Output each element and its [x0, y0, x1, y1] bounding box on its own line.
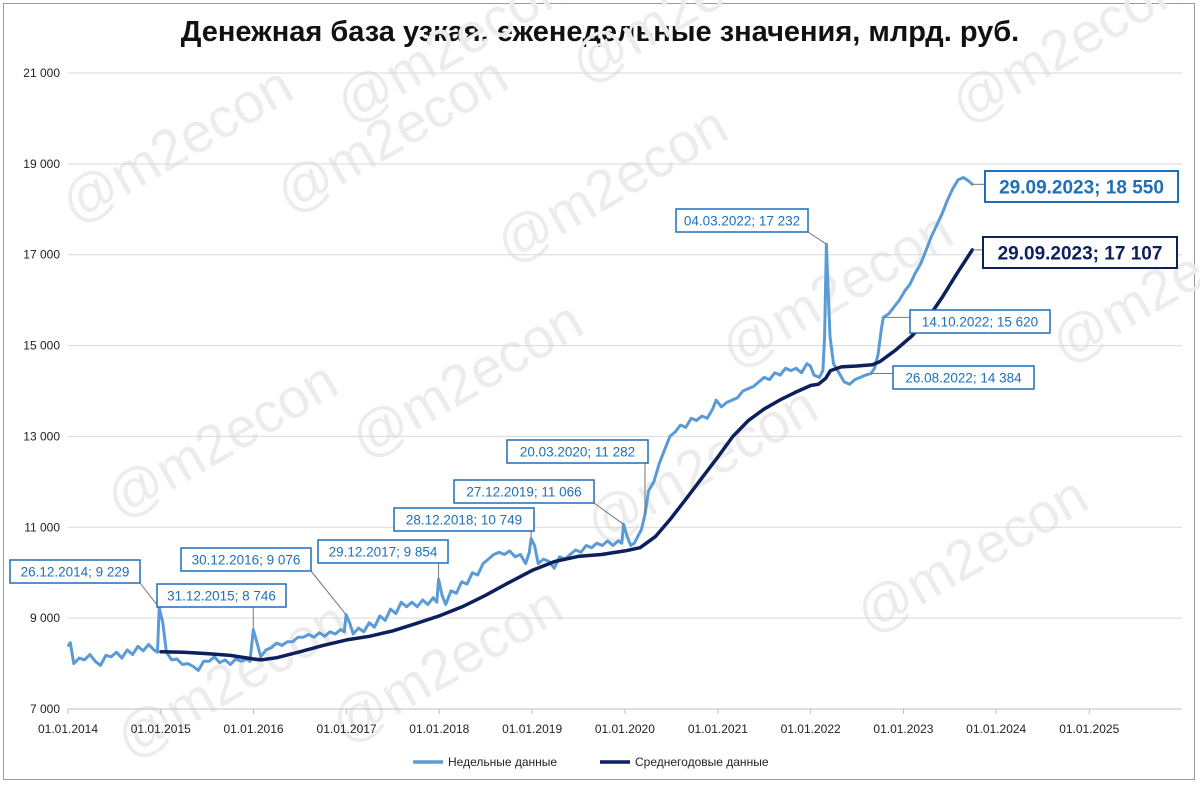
x-tick-label: 01.01.2021	[688, 722, 748, 736]
annotation-leader	[139, 582, 160, 609]
x-tick-label: 01.01.2017	[317, 722, 377, 736]
annotation-box	[982, 236, 1178, 269]
y-tick-label: 7 000	[30, 702, 60, 716]
annotation-box	[9, 559, 141, 584]
watermark-text: @m2econ	[1040, 193, 1200, 376]
series-line-weekly	[67, 176, 974, 672]
y-tick-label: 9 000	[30, 611, 60, 625]
x-tick-label: 01.01.2019	[502, 722, 562, 736]
x-tick-label: 01.01.2022	[781, 722, 841, 736]
x-tick-label: 01.01.2016	[224, 722, 284, 736]
annotation-label: 26.08.2022; 14 384	[905, 370, 1022, 385]
y-tick-label: 13 000	[23, 429, 60, 443]
annotation-box	[453, 479, 595, 504]
x-tick-label: 01.01.2024	[966, 722, 1026, 736]
watermark-text: @m2econ	[940, 0, 1193, 135]
annotation-label: 29.12.2017; 9 854	[329, 544, 438, 559]
x-tick-label: 01.01.2020	[595, 722, 655, 736]
x-tick-label: 01.01.2014	[38, 722, 98, 736]
annotation-box	[180, 547, 312, 572]
annotation-label: 29.09.2023; 17 107	[998, 243, 1163, 264]
annotation-label: 31.12.2015; 8 746	[167, 588, 276, 603]
annotation-leader	[807, 231, 827, 245]
x-tick-label: 01.01.2023	[873, 722, 933, 736]
chart-title: Денежная база узкая, еженедельные значен…	[180, 16, 1020, 48]
annotation-box	[393, 507, 535, 532]
y-tick-label: 17 000	[23, 248, 60, 262]
watermark-text: @m2econ	[560, 0, 813, 95]
x-tick-label: 01.01.2025	[1059, 722, 1119, 736]
y-tick-label: 11 000	[24, 520, 60, 534]
watermark-text: @m2econ	[95, 348, 348, 531]
y-tick-label: 21 000	[23, 66, 60, 80]
annotation-label: 27.12.2019; 11 066	[466, 484, 581, 499]
annotation-box	[317, 539, 449, 564]
watermark-text: @m2econ	[485, 93, 738, 276]
annotation-box	[909, 309, 1051, 334]
annotation-label: 04.03.2022; 17 232	[684, 213, 800, 228]
annotation-box	[892, 365, 1035, 390]
y-tick-label: 19 000	[23, 157, 60, 171]
y-tick-label: 15 000	[23, 339, 60, 353]
annotation-label: 29.09.2023; 18 550	[999, 177, 1164, 198]
annotation-leader	[310, 570, 347, 616]
annotation-label: 14.10.2022; 15 620	[922, 314, 1038, 329]
watermark-text: @m2econ	[105, 588, 358, 771]
annotation-box	[675, 208, 809, 233]
x-tick-label: 01.01.2018	[409, 722, 469, 736]
legend-label: Недельные данные	[448, 755, 557, 769]
x-tick-label: 01.01.2015	[131, 722, 191, 736]
annotation-box	[984, 170, 1179, 203]
annotation-label: 28.12.2018; 10 749	[406, 512, 522, 527]
chart-frame	[3, 3, 1195, 780]
annotation-label: 20.03.2020; 11 282	[520, 444, 635, 459]
annotation-box	[156, 583, 287, 608]
annotation-box	[506, 439, 649, 464]
annotation-label: 30.12.2016; 9 076	[192, 552, 301, 567]
watermark-text: @m2econ	[575, 373, 828, 556]
annotation-label: 26.12.2014; 9 229	[21, 564, 130, 579]
watermark-text: @m2econ	[50, 53, 303, 236]
series-line-average	[159, 248, 975, 662]
annotation-leader	[593, 502, 624, 525]
legend-label: Среднегодовые данные	[635, 755, 769, 769]
